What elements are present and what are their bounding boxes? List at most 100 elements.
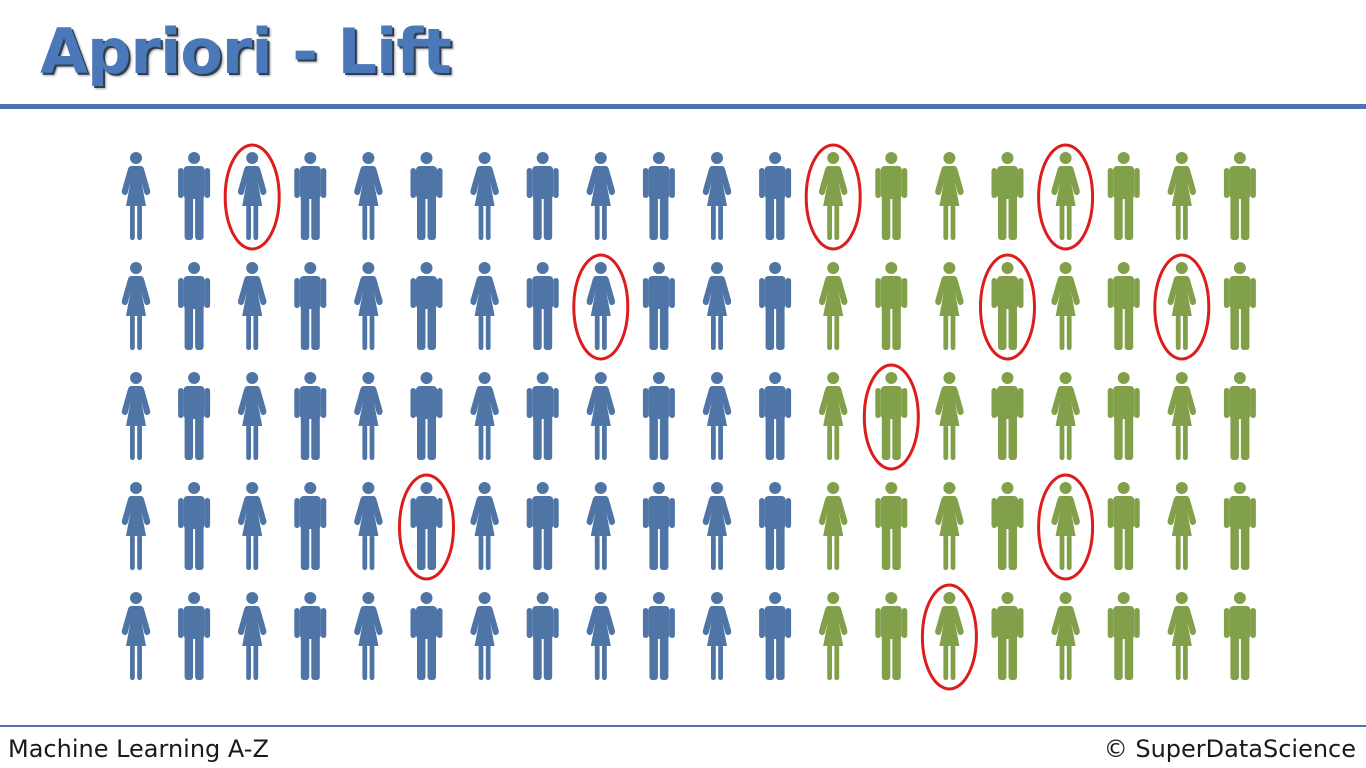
- male-person-icon: [1223, 262, 1256, 350]
- male-person-icon: [178, 152, 211, 240]
- male-person-icon: [875, 592, 908, 680]
- male-person-icon: [294, 592, 327, 680]
- female-person-icon: [935, 592, 964, 680]
- male-person-icon: [1107, 262, 1140, 350]
- male-person-icon: [991, 262, 1024, 350]
- male-person-icon: [1223, 592, 1256, 680]
- male-person-icon: [991, 482, 1024, 570]
- female-person-icon: [1051, 372, 1080, 460]
- female-person-icon: [586, 372, 616, 460]
- male-person-icon: [1223, 482, 1256, 570]
- female-person-icon: [354, 372, 383, 460]
- female-person-icon: [818, 262, 848, 350]
- male-person-icon: [642, 262, 675, 350]
- red-circle-highlight: [1037, 473, 1095, 581]
- female-person-icon: [1051, 592, 1080, 680]
- male-person-icon: [294, 152, 327, 240]
- male-person-icon: [526, 482, 559, 570]
- slide-title: Apriori - Lift: [40, 15, 452, 88]
- female-person-icon: [237, 592, 267, 680]
- male-person-icon: [1223, 372, 1256, 460]
- male-person-icon: [178, 482, 211, 570]
- male-person-icon: [642, 372, 675, 460]
- female-person-icon: [818, 592, 848, 680]
- female-person-icon: [354, 482, 383, 570]
- male-person-icon: [526, 592, 559, 680]
- red-circle-highlight: [1037, 143, 1095, 251]
- male-person-icon: [526, 372, 559, 460]
- female-person-icon: [121, 152, 151, 240]
- red-circle-highlight: [804, 143, 862, 251]
- female-person-icon: [702, 152, 732, 240]
- female-person-icon: [1051, 262, 1080, 350]
- male-person-icon: [991, 372, 1024, 460]
- male-person-icon: [759, 152, 792, 240]
- male-person-icon: [875, 372, 908, 460]
- red-circle-highlight: [1153, 253, 1211, 361]
- female-person-icon: [237, 372, 267, 460]
- male-person-icon: [759, 482, 792, 570]
- red-circle-highlight: [572, 253, 630, 361]
- male-person-icon: [410, 262, 443, 350]
- male-person-icon: [1107, 482, 1140, 570]
- male-person-icon: [759, 372, 792, 460]
- male-person-icon: [991, 152, 1024, 240]
- footer-divider: [0, 725, 1366, 727]
- female-person-icon: [702, 482, 732, 570]
- male-person-icon: [642, 152, 675, 240]
- red-circle-highlight: [223, 143, 281, 251]
- female-person-icon: [818, 372, 848, 460]
- male-person-icon: [294, 482, 327, 570]
- female-person-icon: [935, 152, 964, 240]
- male-person-icon: [875, 262, 908, 350]
- male-person-icon: [1107, 592, 1140, 680]
- female-person-icon: [121, 592, 151, 680]
- female-person-icon: [1051, 152, 1080, 240]
- female-person-icon: [586, 592, 616, 680]
- female-person-icon: [586, 262, 616, 350]
- female-person-icon: [470, 592, 499, 680]
- female-person-icon: [935, 482, 964, 570]
- female-person-icon: [470, 482, 499, 570]
- male-person-icon: [875, 152, 908, 240]
- red-circle-highlight: [398, 473, 455, 581]
- female-person-icon: [586, 482, 616, 570]
- female-person-icon: [1051, 482, 1080, 570]
- male-person-icon: [410, 592, 443, 680]
- male-person-icon: [642, 482, 675, 570]
- female-person-icon: [354, 152, 383, 240]
- red-circle-highlight: [862, 363, 920, 471]
- male-person-icon: [410, 152, 443, 240]
- female-person-icon: [121, 482, 151, 570]
- female-person-icon: [702, 372, 732, 460]
- female-person-icon: [237, 262, 267, 350]
- male-person-icon: [178, 592, 211, 680]
- male-person-icon: [642, 592, 675, 680]
- red-circle-highlight: [920, 583, 978, 691]
- male-person-icon: [410, 372, 443, 460]
- female-person-icon: [121, 262, 151, 350]
- female-person-icon: [586, 152, 616, 240]
- male-person-icon: [1107, 152, 1140, 240]
- male-person-icon: [1107, 372, 1140, 460]
- male-person-icon: [178, 262, 211, 350]
- female-person-icon: [470, 262, 499, 350]
- male-person-icon: [991, 592, 1024, 680]
- female-person-icon: [1167, 592, 1197, 680]
- male-person-icon: [178, 372, 211, 460]
- male-person-icon: [526, 262, 559, 350]
- female-person-icon: [818, 482, 848, 570]
- male-person-icon: [294, 262, 327, 350]
- female-person-icon: [702, 262, 732, 350]
- male-person-icon: [759, 592, 792, 680]
- female-person-icon: [1167, 482, 1197, 570]
- course-label: Machine Learning A-Z: [8, 735, 269, 763]
- male-person-icon: [759, 262, 792, 350]
- female-person-icon: [354, 592, 383, 680]
- red-circle-highlight: [979, 253, 1036, 361]
- male-person-icon: [410, 482, 443, 570]
- male-person-icon: [526, 152, 559, 240]
- female-person-icon: [354, 262, 383, 350]
- female-person-icon: [702, 592, 732, 680]
